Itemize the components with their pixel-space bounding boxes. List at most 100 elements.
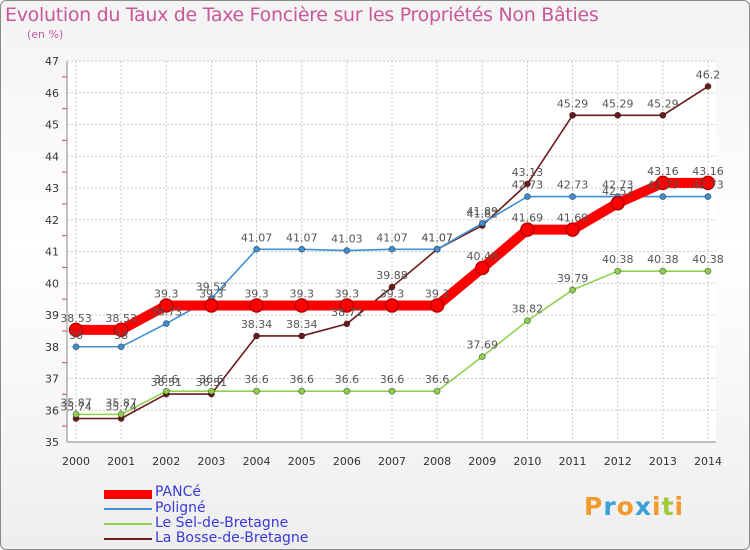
data-point-polign [433,245,441,253]
data-label-panc: 39.3 [199,287,224,300]
data-point-le-sel-de-bretagne [478,353,486,360]
y-tick-label: 36 [45,404,59,417]
x-tick-label: 2013 [649,455,677,468]
data-label-le-sel-de-bretagne: 36.6 [289,373,314,386]
data-label-panc: 38.53 [60,312,92,325]
data-label-le-sel-de-bretagne: 40.38 [692,253,724,266]
data-label-panc: 40.48 [467,250,499,263]
data-label-le-sel-de-bretagne: 38.82 [512,303,544,316]
logo-letter: x [634,492,652,521]
data-label-la-bosse-de-bretagne: 45.29 [557,97,589,110]
data-point-polign [569,193,576,200]
data-point-le-sel-de-bretagne [72,410,80,418]
data-label-la-bosse-de-bretagne: 41.82 [467,207,499,220]
data-point-le-sel-de-bretagne [298,387,306,395]
data-label-la-bosse-de-bretagne: 41.07 [421,231,453,244]
data-label-la-bosse-de-bretagne: 36.51 [196,376,228,389]
data-point-panc [475,260,490,276]
data-point-polign [253,245,260,253]
data-label-polign: 41.89 [467,205,499,218]
data-label-le-sel-de-bretagne: 35.87 [105,396,137,409]
data-label-polign: 39.52 [196,280,228,293]
data-label-panc: 39.3 [289,287,314,300]
data-label-la-bosse-de-bretagne: 35.74 [60,401,92,414]
data-label-le-sel-de-bretagne: 35.87 [60,396,92,409]
x-tick-label: 2003 [197,455,225,468]
data-label-le-sel-de-bretagne: 40.38 [602,253,634,266]
data-point-panc [159,298,174,313]
data-point-le-sel-de-bretagne [388,387,396,395]
x-tick-label: 2014 [694,455,722,468]
data-label-le-sel-de-bretagne: 40.38 [647,253,679,266]
x-tick-label: 2009 [468,455,496,468]
data-point-polign [72,343,80,351]
y-tick-label: 39 [45,309,59,322]
legend-label-la-bosse-de-bretagne: La Bosse-de-Bretagne [155,530,309,546]
data-point-la-bosse-de-bretagne [343,320,351,328]
data-point-panc [565,222,580,237]
data-label-polign: 41.07 [376,231,408,244]
logo-letter: i [674,492,685,521]
x-tick-label: 2010 [513,455,541,468]
y-tick-label: 47 [45,55,59,68]
logo-letter: t [661,492,675,521]
data-point-panc [294,298,309,313]
y-tick-label: 35 [45,436,59,449]
data-point-polign [704,193,712,200]
data-label-polign: 42.73 [692,179,724,192]
data-point-panc [113,322,129,338]
data-point-panc [700,175,716,191]
x-tick-label: 2001 [107,455,135,468]
data-point-panc [384,298,400,313]
legend-swatch-poligne [104,508,152,510]
data-label-panc: 41.69 [557,212,589,225]
data-label-polign: 41.03 [331,233,363,246]
data-point-le-sel-de-bretagne [208,387,215,395]
x-tick-label: 2007 [378,455,406,468]
proxiti-logo: Proxiti [584,492,684,521]
data-point-panc [68,322,84,338]
data-label-la-bosse-de-bretagne: 38.34 [286,318,318,331]
y-tick-label: 40 [45,277,59,290]
y-tick-label: 46 [45,87,59,100]
data-label-la-bosse-de-bretagne: 39.88 [376,269,408,282]
data-label-le-sel-de-bretagne: 36.6 [380,373,405,386]
x-tick-label: 2000 [62,455,90,468]
y-tick-label: 43 [45,182,59,195]
data-point-polign [343,247,351,254]
y-tick-label: 41 [45,246,59,259]
data-label-panc: 38.53 [105,312,137,325]
data-point-la-bosse-de-bretagne [614,111,622,119]
data-point-le-sel-de-bretagne [569,286,576,294]
data-label-polign: 42.73 [647,179,679,192]
data-label-panc: 41.69 [512,212,544,225]
data-point-le-sel-de-bretagne [117,410,125,418]
data-point-la-bosse-de-bretagne [659,111,667,119]
data-point-panc [204,298,219,313]
data-label-panc: 39.3 [380,287,405,300]
data-point-la-bosse-de-bretagne [253,332,260,340]
data-label-la-bosse-de-bretagne: 46.2 [696,68,721,81]
data-point-panc [429,298,445,313]
logo-letter: i [652,492,662,521]
data-point-panc [339,298,355,313]
x-tick-label: 2002 [152,455,180,468]
y-tick-label: 45 [45,119,59,132]
data-point-la-bosse-de-bretagne [388,283,396,291]
data-point-polign [524,193,531,200]
data-point-polign [478,219,486,227]
data-point-la-bosse-de-bretagne [569,111,576,119]
data-label-polign: 41.07 [286,231,318,244]
y-tick-label: 44 [45,150,59,163]
data-label-la-bosse-de-bretagne: 35.74 [105,401,137,414]
x-tick-label: 2008 [423,455,451,468]
data-label-panc: 39.3 [335,287,360,300]
y-tick-label: 42 [45,214,59,227]
legend-swatch-le-sel-de-bretagne [104,523,152,525]
data-label-le-sel-de-bretagne: 36.6 [199,373,224,386]
data-point-panc [655,175,671,191]
legend-label-panc: PANCé [155,484,201,500]
data-label-panc: 43.16 [692,165,724,178]
